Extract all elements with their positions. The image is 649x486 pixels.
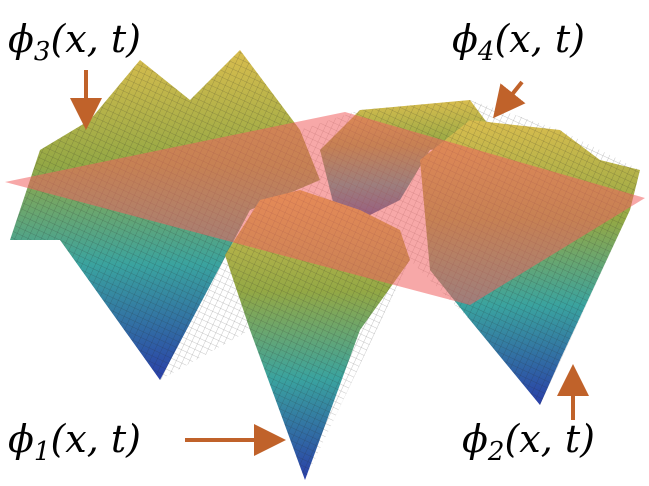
label-index: 1 [34,437,51,467]
figure: ϕ3(x, t)ϕ4(x, t)ϕ1(x, t)ϕ2(x, t) [0,0,649,486]
label-index: 4 [477,37,495,67]
label-index: 2 [487,437,505,467]
label-index: 3 [34,37,51,67]
label: ϕ4(x, t) [452,17,585,67]
label-symbol: ϕ [462,417,488,461]
label-args: (x, t) [504,417,595,461]
label: ϕ3(x, t) [8,17,141,67]
label-symbol: ϕ [452,17,478,61]
label-symbol: ϕ [8,417,34,461]
label: ϕ1(x, t) [8,417,141,467]
label-args: (x, t) [494,17,585,61]
label-args: (x, t) [50,17,141,61]
arrow [498,82,522,112]
label: ϕ2(x, t) [462,417,595,467]
label-args: (x, t) [50,417,141,461]
label-symbol: ϕ [8,17,34,61]
